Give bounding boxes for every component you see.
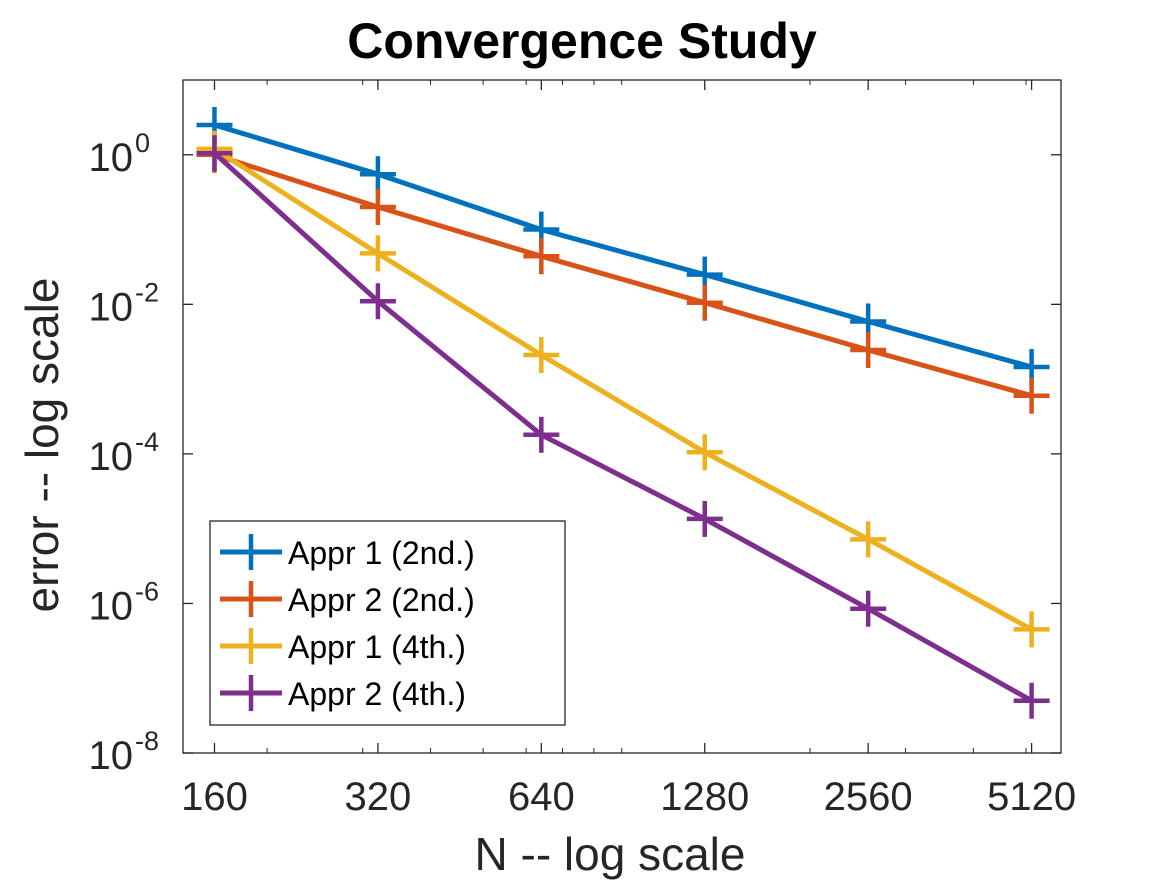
y-tick-exponent: 0: [135, 128, 150, 158]
x-tick-label: 160: [181, 775, 248, 819]
data-point-marker: [850, 332, 887, 369]
minor-ticks: [266, 80, 1027, 753]
series-line: [212, 151, 1033, 703]
data-point-marker: [1013, 611, 1050, 648]
legend-label: Appr 2 (2nd.): [288, 582, 475, 618]
y-tick-base: 10: [89, 734, 134, 778]
x-tick-label: 5120: [987, 775, 1076, 819]
legend-entry: Appr 2 (4th.): [220, 675, 466, 712]
x-tick-label: 640: [508, 775, 575, 819]
y-tick-exponent: -8: [135, 726, 159, 756]
data-point-marker: [686, 284, 723, 321]
data-point-marker: [359, 156, 396, 193]
data-point-marker: [523, 238, 560, 275]
x-tick-label: 2560: [824, 775, 913, 819]
series-line: [213, 152, 1033, 399]
x-tick-label: 320: [345, 775, 412, 819]
series-1: [196, 107, 1050, 386]
data-point-marker: [1013, 377, 1050, 414]
data-point-marker: [359, 283, 396, 320]
data-point-marker: [523, 337, 560, 374]
data-point-marker: [196, 135, 233, 172]
series-3: [196, 130, 1050, 648]
legend-entry: Appr 1 (4th.): [220, 628, 466, 665]
legend-label: Appr 1 (2nd.): [288, 535, 475, 571]
y-axis-label: error -- log scale: [16, 278, 68, 613]
y-tick-exponent: -4: [135, 427, 159, 457]
data-point-marker: [686, 500, 723, 537]
y-tick-base: 10: [89, 435, 134, 479]
data-point-marker: [359, 235, 396, 272]
series-4: [196, 135, 1050, 719]
data-point-marker: [850, 521, 887, 558]
series-line: [213, 146, 1033, 632]
legend-entry: Appr 1 (2nd.): [220, 534, 475, 571]
data-point-marker: [1013, 682, 1050, 719]
y-tick-base: 10: [89, 584, 134, 628]
y-tick-base: 10: [89, 136, 134, 180]
x-axis-ticks: 160 320 640 1280 2560 5120: [181, 80, 1076, 819]
y-tick-base: 10: [89, 285, 134, 329]
legend-entry: Appr 2 (2nd.): [220, 581, 475, 618]
x-tick-label: 1280: [660, 775, 749, 819]
data-point-marker: [523, 416, 560, 453]
y-tick-exponent: -6: [135, 576, 159, 606]
x-axis-label: N -- log scale: [475, 828, 746, 880]
chart-title: Convergence Study: [347, 13, 817, 69]
y-tick-exponent: -2: [135, 277, 159, 307]
series-line: [213, 122, 1033, 370]
series-layer: [196, 107, 1050, 719]
legend-label: Appr 1 (4th.): [288, 629, 466, 665]
data-point-marker: [686, 434, 723, 471]
data-point-marker: [850, 590, 887, 627]
legend-label: Appr 2 (4th.): [288, 676, 466, 712]
data-point-marker: [359, 189, 396, 226]
legend: Appr 1 (2nd.) Appr 2 (2nd.) Appr 1 (4th.) A…: [209, 520, 566, 726]
